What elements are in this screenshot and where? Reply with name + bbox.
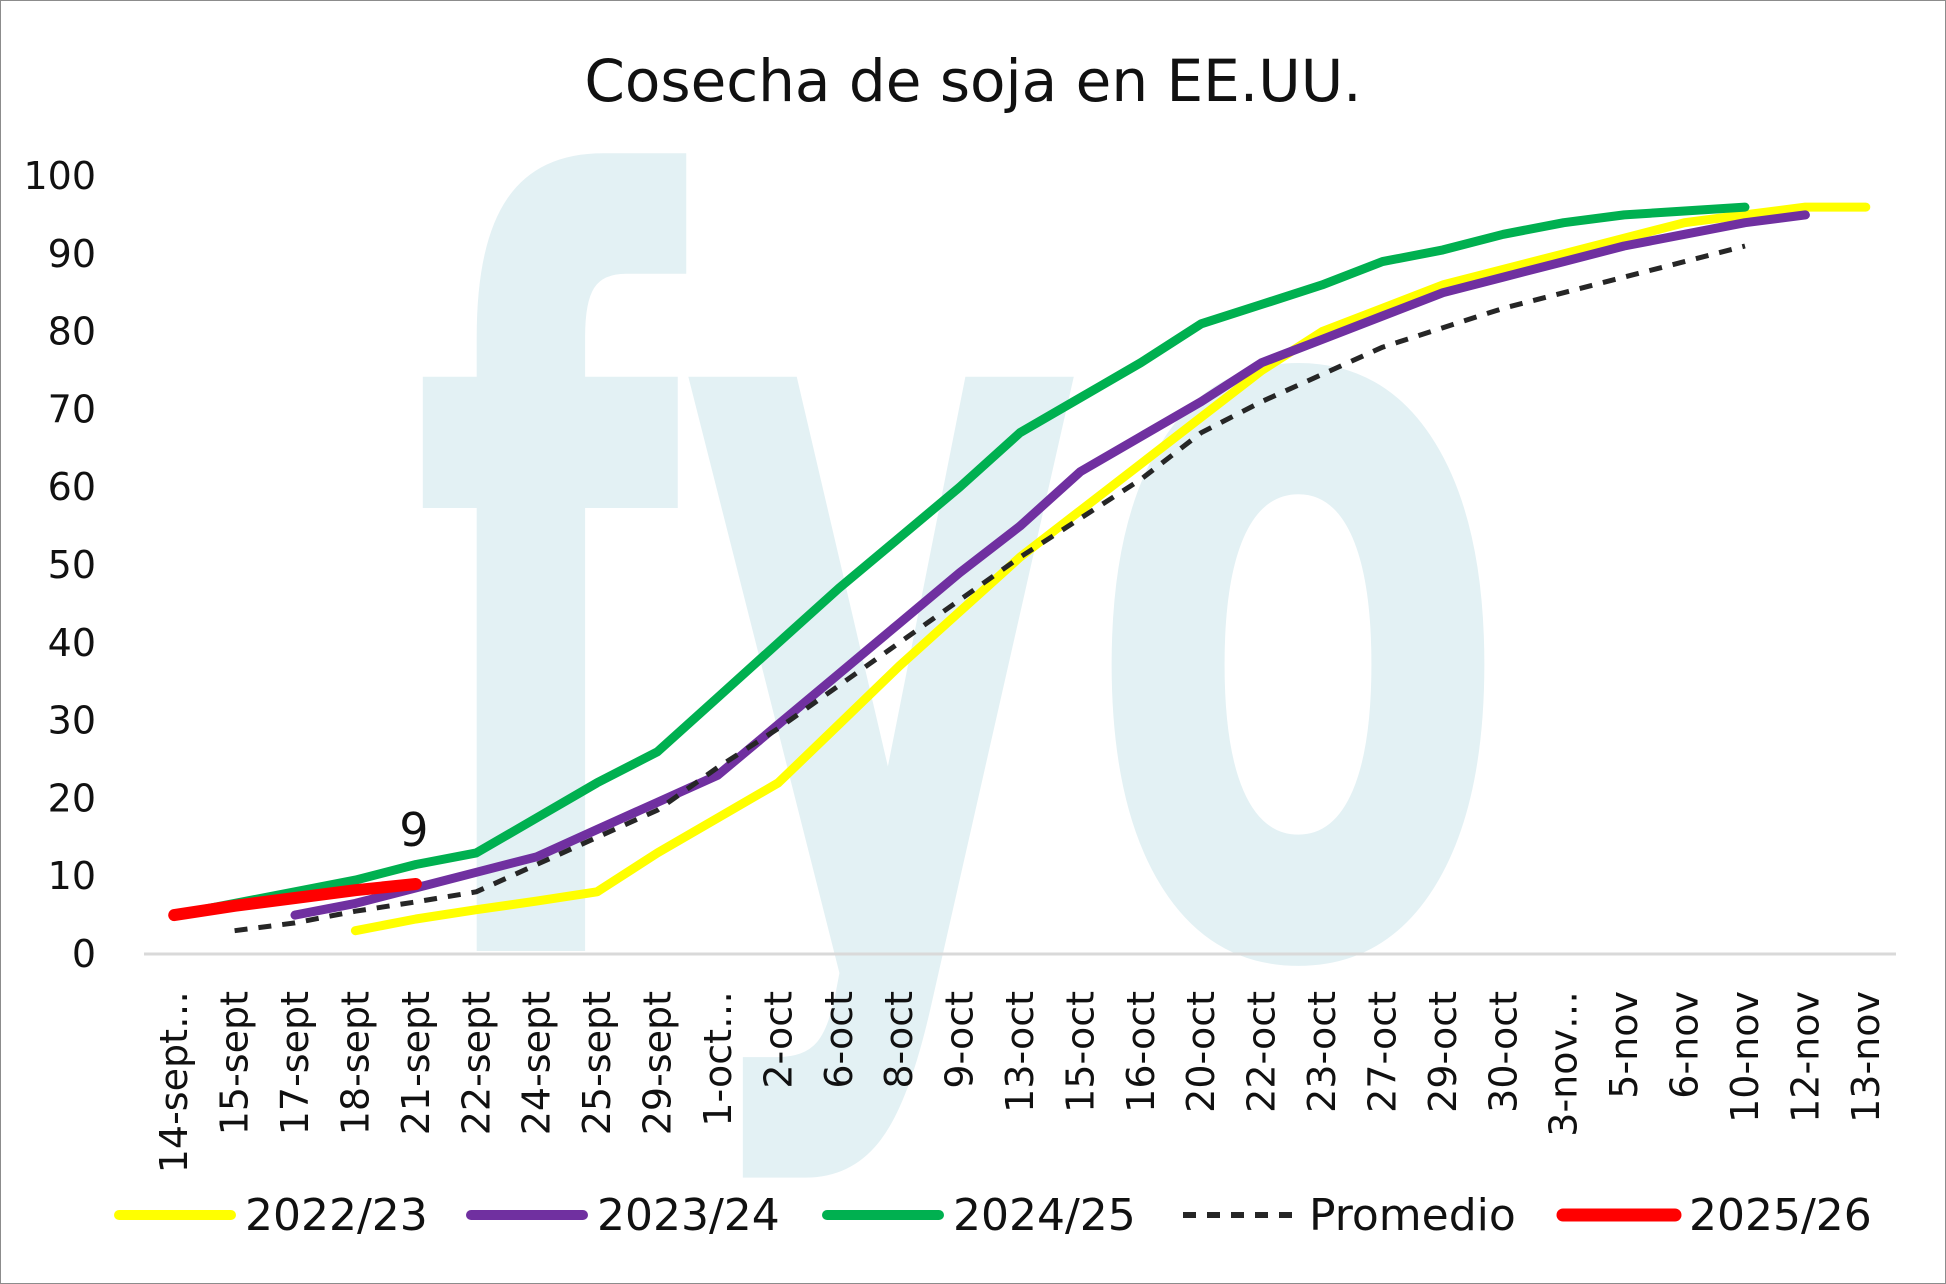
x-tick-label: 6-nov bbox=[1663, 991, 1707, 1099]
series-line-2023-24 bbox=[290, 210, 1810, 920]
series-line-promedio bbox=[234, 243, 1746, 934]
watermark-text: fyo bbox=[411, 1, 1511, 1199]
chart-title: Cosecha de soja en EE.UU. bbox=[584, 47, 1361, 115]
x-tick-label: 14-sept… bbox=[152, 991, 196, 1173]
x-tick-label: 9-oct bbox=[938, 991, 982, 1089]
x-tick-label: 25-sept bbox=[575, 991, 619, 1135]
y-tick-label: 0 bbox=[72, 932, 96, 976]
x-tick-label: 22-oct bbox=[1240, 991, 1284, 1113]
legend-label: 2022/23 bbox=[245, 1190, 428, 1241]
y-tick-label: 70 bbox=[48, 387, 96, 431]
x-tick-label: 15-oct bbox=[1058, 991, 1102, 1113]
x-tick-label: 3-nov… bbox=[1542, 991, 1586, 1137]
x-tick-label: 12-nov bbox=[1783, 991, 1827, 1123]
x-tick-label: 21-sept bbox=[394, 991, 438, 1135]
x-tick-label: 30-oct bbox=[1481, 991, 1525, 1113]
x-tick-label: 8-oct bbox=[877, 991, 921, 1089]
x-tick-label: 23-oct bbox=[1300, 991, 1344, 1113]
series-line-2024-25 bbox=[169, 202, 1750, 920]
x-axis: 14-sept… 15-sept 17-sept 18-sept 21-sept 22-s… bbox=[152, 991, 1888, 1173]
data-label: 9 bbox=[399, 803, 428, 857]
x-tick-label: 24-sept bbox=[515, 991, 559, 1135]
y-tick-label: 100 bbox=[23, 154, 96, 198]
watermark-logo: fyo bbox=[411, 1, 1511, 1199]
x-tick-label: 16-oct bbox=[1119, 991, 1163, 1113]
y-tick-label: 10 bbox=[48, 854, 96, 898]
x-tick-label: 18-sept bbox=[333, 991, 377, 1135]
x-tick-label: 13-nov bbox=[1844, 991, 1888, 1123]
legend-label: Promedio bbox=[1309, 1190, 1516, 1241]
y-tick-label: 90 bbox=[48, 232, 96, 276]
x-tick-label: 29-sept bbox=[636, 991, 680, 1135]
series-line-2025-26 bbox=[168, 878, 422, 922]
series-layer bbox=[168, 202, 1871, 936]
x-tick-label: 5-nov bbox=[1602, 991, 1646, 1099]
x-tick-label: 1-oct… bbox=[696, 991, 740, 1127]
x-tick-label: 17-sept bbox=[273, 991, 317, 1135]
x-tick-label: 10-nov bbox=[1723, 991, 1767, 1123]
y-tick-label: 60 bbox=[48, 465, 96, 509]
x-tick-label: 22-sept bbox=[454, 991, 498, 1135]
x-tick-label: 6-oct bbox=[817, 991, 861, 1089]
x-tick-label: 29-oct bbox=[1421, 991, 1465, 1113]
legend: 2022/23 2023/24 2024/25 Promedio 2025/26 bbox=[114, 1190, 1872, 1241]
legend-label: 2024/25 bbox=[953, 1190, 1136, 1241]
x-tick-label: 13-oct bbox=[998, 991, 1042, 1113]
series-line-2022-23 bbox=[350, 202, 1871, 936]
x-tick-label: 15-sept bbox=[213, 991, 257, 1135]
x-tick-label: 2-oct bbox=[756, 991, 800, 1089]
y-tick-label: 20 bbox=[48, 776, 96, 820]
y-tick-label: 50 bbox=[48, 543, 96, 587]
y-tick-label: 40 bbox=[48, 621, 96, 665]
x-tick-label: 20-oct bbox=[1179, 991, 1223, 1113]
annotations: 9 bbox=[399, 803, 428, 857]
y-tick-label: 30 bbox=[48, 699, 96, 743]
legend-label: 2025/26 bbox=[1689, 1190, 1872, 1241]
y-axis: 0 10 20 30 40 50 60 70 80 90 100 bbox=[23, 154, 96, 976]
legend-label: 2023/24 bbox=[597, 1190, 780, 1241]
y-tick-label: 80 bbox=[48, 310, 96, 354]
x-tick-label: 27-oct bbox=[1360, 991, 1404, 1113]
